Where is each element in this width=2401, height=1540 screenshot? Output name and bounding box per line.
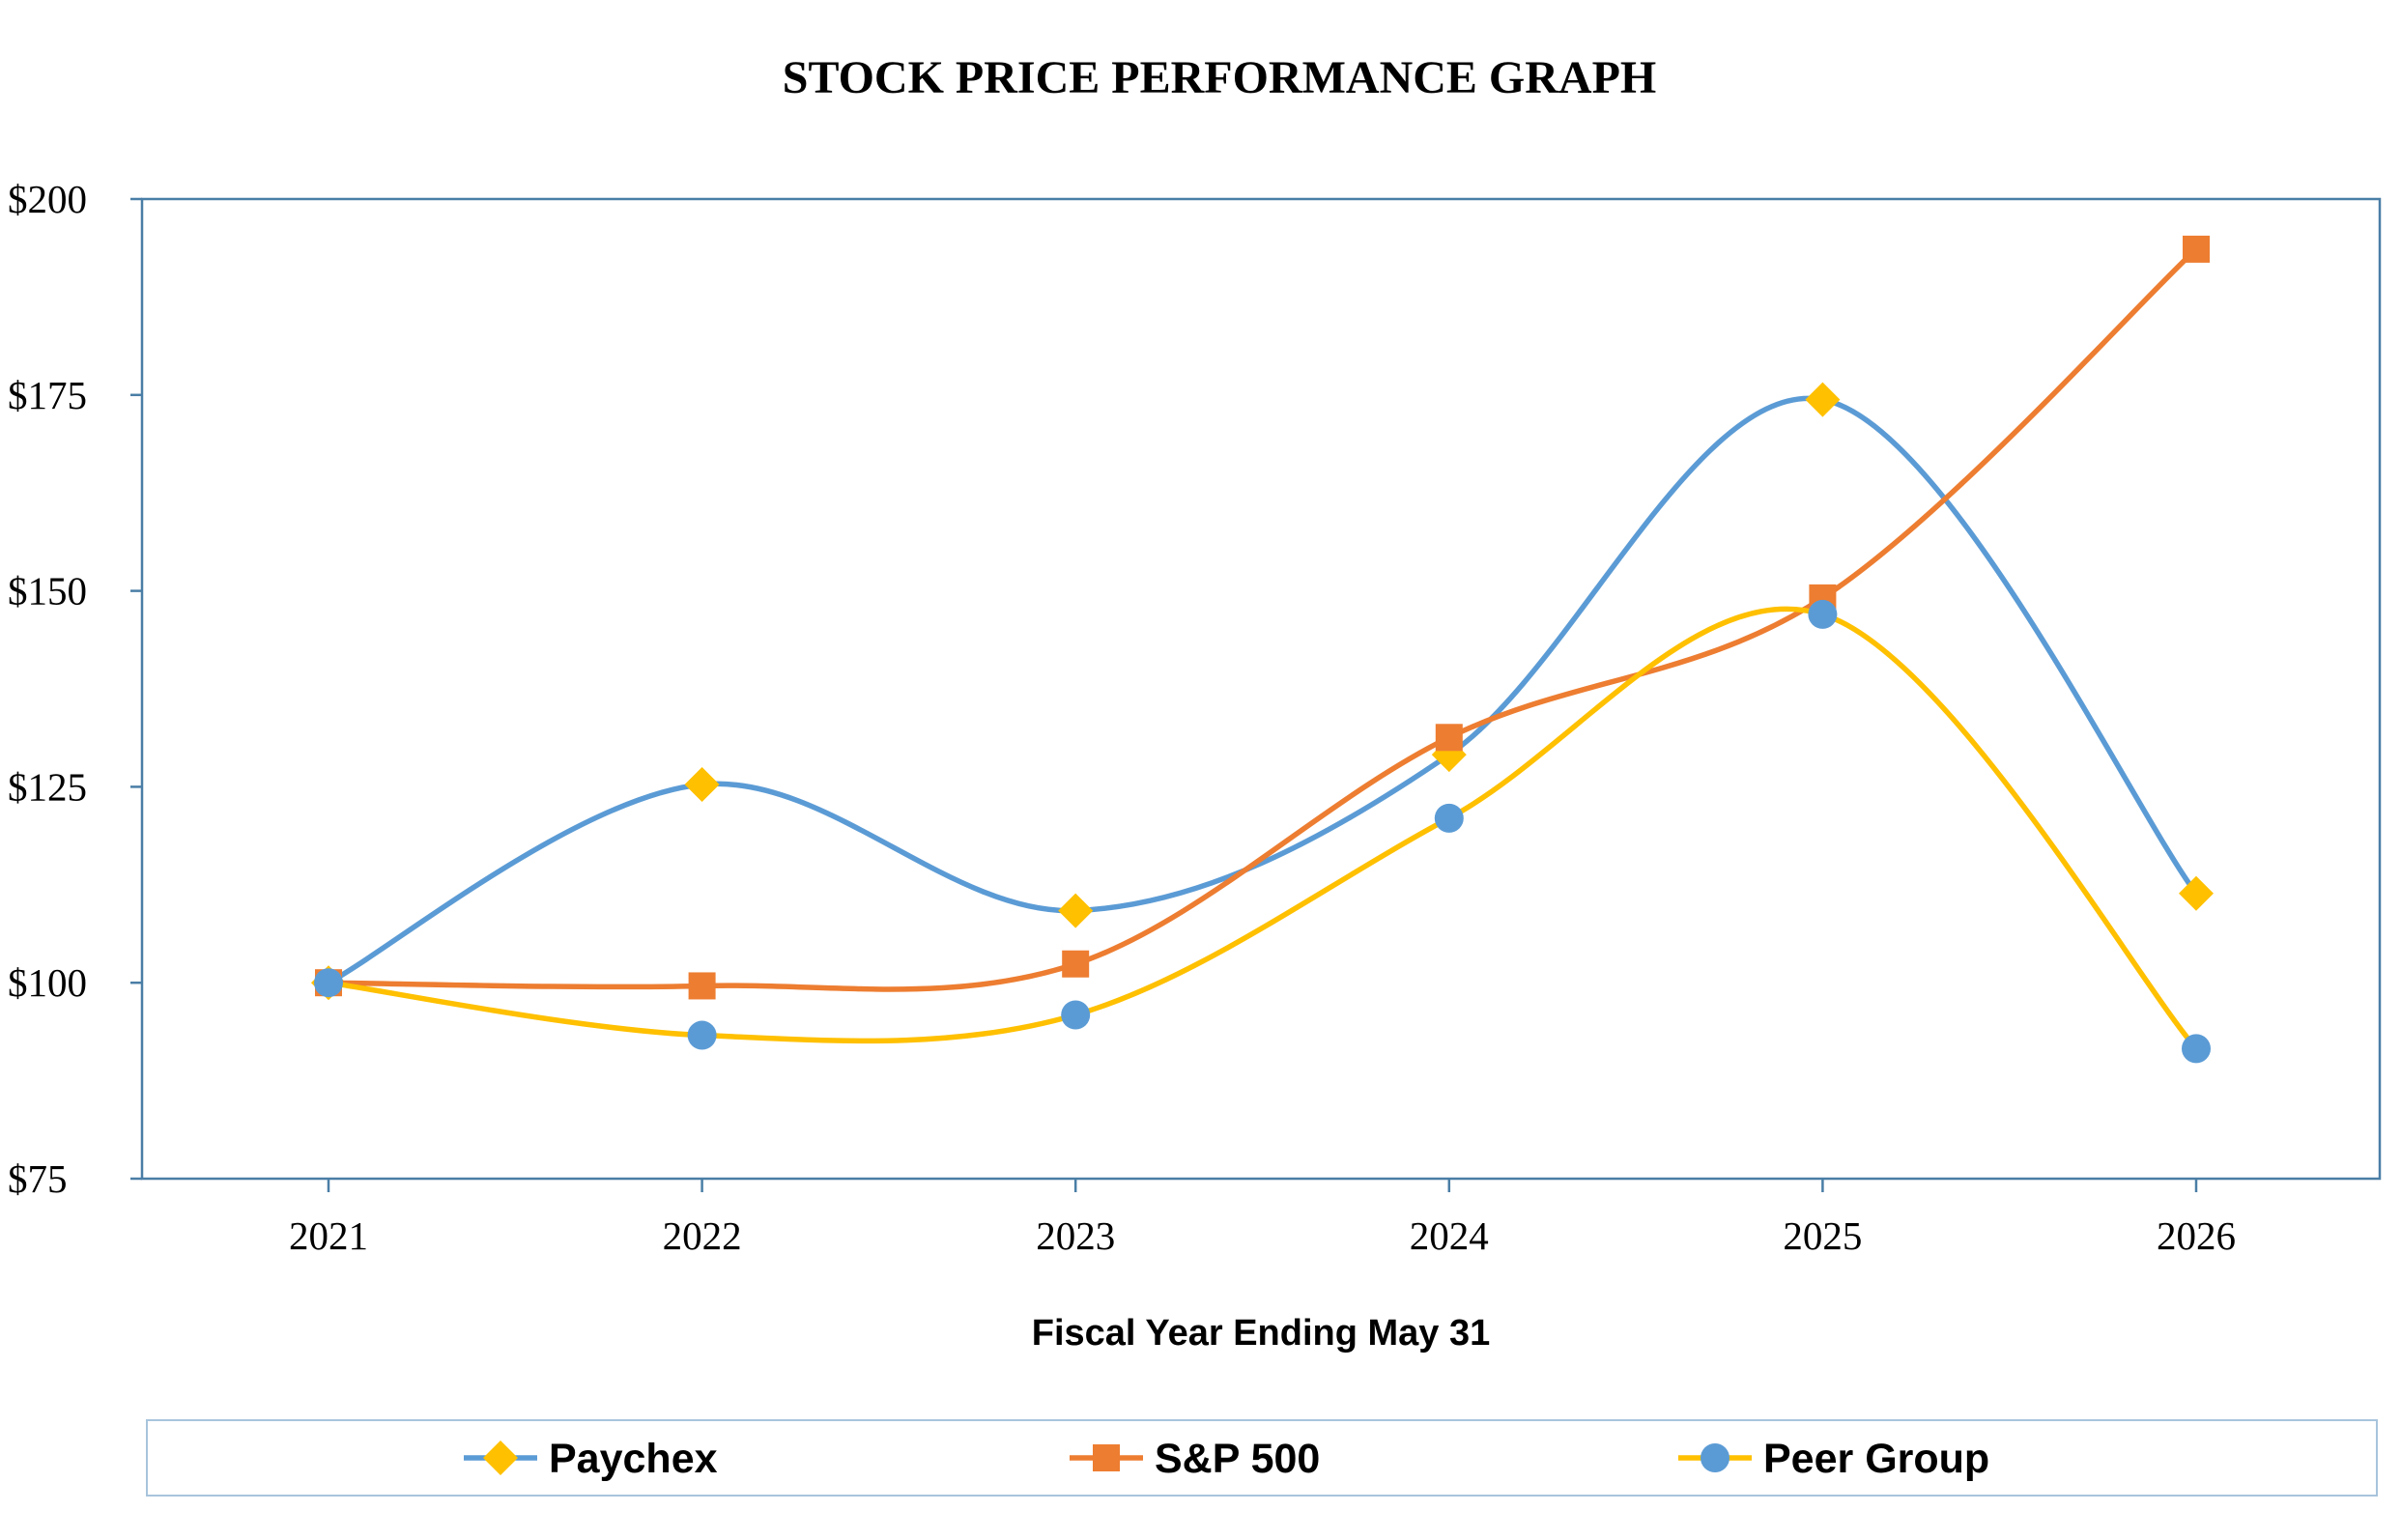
series-line-paychex xyxy=(326,395,2199,985)
x-tick-label: 2023 xyxy=(1036,1213,1115,1258)
x-tick-label: 2024 xyxy=(1410,1213,1489,1258)
legend-marker-peer-group xyxy=(1701,1443,1729,1472)
legend-item-sandp-500: S&P 500 xyxy=(1070,1436,1320,1482)
data-point-peer-group xyxy=(1808,599,1838,629)
x-axis-label: Fiscal Year Ending May 31 xyxy=(1032,1313,1491,1354)
data-point-sandp-500 xyxy=(688,972,716,1000)
legend: Paychex S&P 500 Peer Group xyxy=(464,1436,1989,1482)
x-tick-label: 2025 xyxy=(1783,1213,1862,1258)
data-point-sandp-500 xyxy=(2183,235,2210,263)
series-peer-group xyxy=(314,599,2211,1064)
legend-label-peer-group: Peer Group xyxy=(1763,1436,1989,1482)
legend-item-peer-group: Peer Group xyxy=(1678,1436,1989,1482)
x-axis: 2021 2022 2023 2024 2025 2026 xyxy=(289,1179,2236,1258)
data-point-paychex xyxy=(1805,382,1841,417)
data-point-sandp-500 xyxy=(1435,724,1463,752)
legend-marker-paychex xyxy=(483,1440,518,1475)
y-tick-label: $175 xyxy=(8,373,87,417)
series-sandp-500 xyxy=(315,235,2210,1000)
y-tick-label: $100 xyxy=(8,960,87,1005)
data-point-peer-group xyxy=(2182,1034,2211,1064)
series-line-peer-group xyxy=(326,606,2199,1052)
legend-marker-sandp-500 xyxy=(1093,1444,1120,1471)
data-point-peer-group xyxy=(687,1020,717,1050)
data-point-peer-group xyxy=(1061,1000,1091,1030)
legend-label-sandp-500: S&P 500 xyxy=(1155,1436,1320,1482)
data-point-paychex xyxy=(684,766,720,802)
x-tick-label: 2021 xyxy=(289,1213,368,1258)
y-tick-label: $200 xyxy=(8,177,87,221)
x-tick-label: 2022 xyxy=(663,1213,742,1258)
legend-label-paychex: Paychex xyxy=(549,1436,718,1482)
y-axis: $75 $100 $125 $150 $175 $200 xyxy=(8,177,142,1201)
series-layer xyxy=(311,235,2214,1064)
series-line-sandp-500 xyxy=(326,246,2199,992)
y-tick-label: $75 xyxy=(8,1156,68,1201)
chart-title: STOCK PRICE PERFORMANCE GRAPH xyxy=(783,52,1656,103)
y-tick-label: $125 xyxy=(8,764,87,809)
data-point-paychex xyxy=(2179,875,2214,911)
data-point-sandp-500 xyxy=(1062,950,1090,978)
data-point-peer-group xyxy=(1434,803,1464,833)
legend-item-paychex: Paychex xyxy=(464,1436,718,1482)
plot-area-frame xyxy=(140,197,2382,1181)
data-point-peer-group xyxy=(314,968,343,998)
x-tick-label: 2026 xyxy=(2157,1213,2236,1258)
data-point-paychex xyxy=(1058,893,1094,928)
y-tick-label: $150 xyxy=(8,569,87,613)
